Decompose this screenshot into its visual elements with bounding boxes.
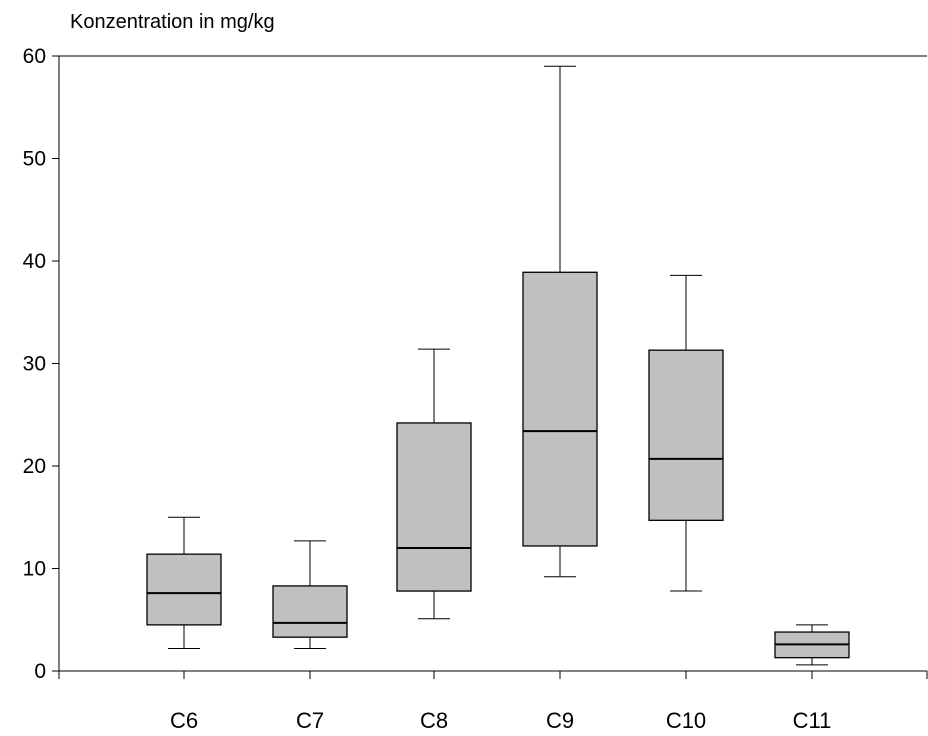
- box-series: [146, 65, 850, 666]
- y-tick-label: 20: [23, 455, 46, 478]
- y-tick-label: 10: [23, 558, 46, 581]
- x-category-label: C6: [170, 708, 198, 731]
- y-axis-ticks: 0 10 20 30 40 50 60: [23, 45, 59, 683]
- y-tick-label: 60: [23, 45, 46, 68]
- x-category-label: C9: [546, 708, 574, 731]
- iqr-box: [146, 553, 222, 626]
- y-axis-title: Konzentration in mg/kg: [70, 11, 275, 33]
- x-category-label: C11: [793, 708, 832, 731]
- box-c6: [146, 516, 222, 649]
- y-tick-label: 40: [23, 250, 46, 273]
- iqr-box: [648, 349, 724, 521]
- x-category-label: C8: [420, 708, 448, 731]
- box-c9: [522, 65, 598, 578]
- x-category-label: C7: [296, 708, 324, 731]
- iqr-box: [272, 585, 348, 638]
- axes: [58, 55, 928, 679]
- x-category-label: C10: [666, 708, 706, 731]
- box-c7: [272, 540, 348, 649]
- x-axis-labels: C6 C7 C8 C9 C10 C11: [170, 671, 832, 733]
- box-c8: [396, 348, 472, 620]
- box-c10: [648, 274, 724, 592]
- iqr-box: [396, 422, 472, 592]
- box-c11: [774, 624, 850, 666]
- iqr-box: [522, 271, 598, 547]
- y-tick-label: 0: [34, 660, 46, 683]
- y-tick-label: 30: [23, 353, 46, 376]
- y-tick-label: 50: [23, 148, 46, 171]
